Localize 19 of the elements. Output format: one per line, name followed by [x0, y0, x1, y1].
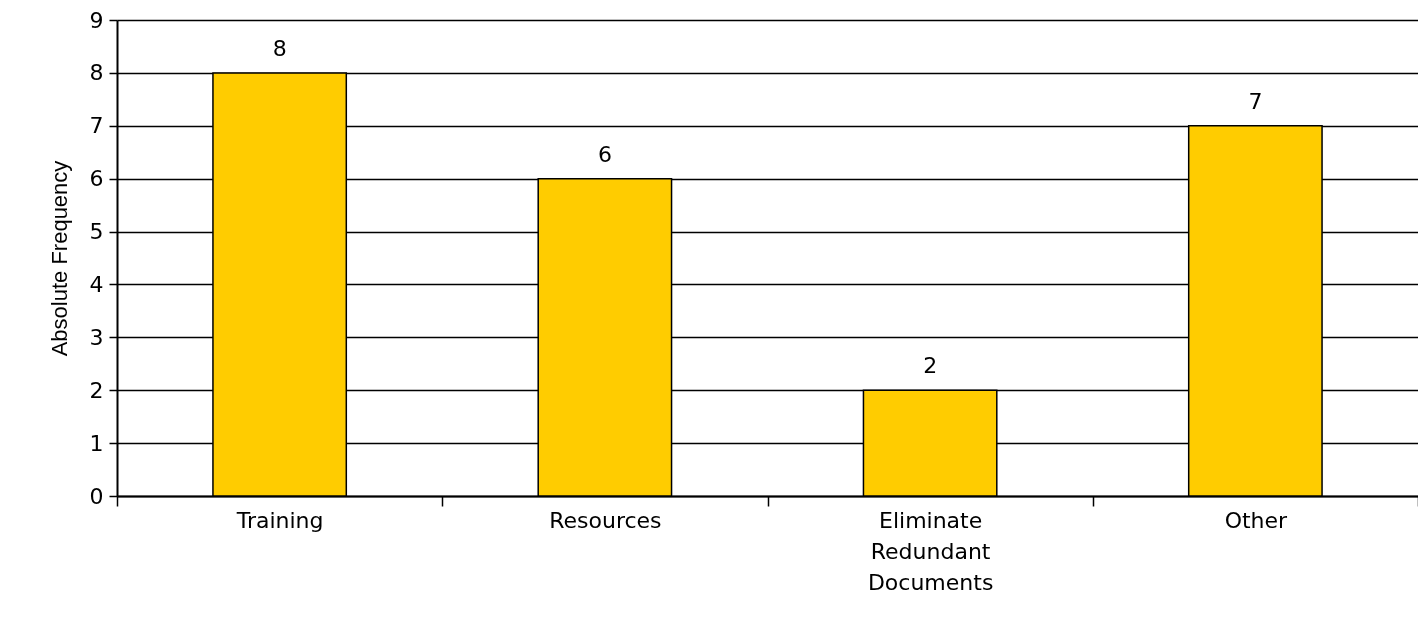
y-tick-label: 1	[89, 430, 104, 456]
y-tick-label: 3	[89, 324, 104, 350]
data-label: 8	[272, 35, 287, 61]
data-label: 6	[597, 141, 612, 167]
y-tick-label: 7	[89, 113, 104, 139]
y-tick-label: 5	[89, 219, 104, 245]
y-axis-title: Absolute Frequency	[46, 160, 72, 357]
data-label: 7	[1248, 88, 1263, 114]
x-tick-label: Other	[1224, 507, 1289, 533]
x-tick-label: Training	[235, 507, 324, 533]
x-tick-label: Eliminate Redundant Documents	[867, 507, 994, 595]
y-tick-label: 8	[89, 60, 104, 86]
y-tick-label: 4	[89, 271, 104, 297]
y-tick-label: 0	[89, 483, 104, 509]
x-tick-label: Resources	[549, 507, 662, 533]
y-tick-label: 6	[89, 166, 104, 192]
y-tick-label: 2	[89, 377, 104, 403]
y-tick-label: 9	[89, 7, 104, 33]
data-label: 2	[923, 353, 938, 379]
